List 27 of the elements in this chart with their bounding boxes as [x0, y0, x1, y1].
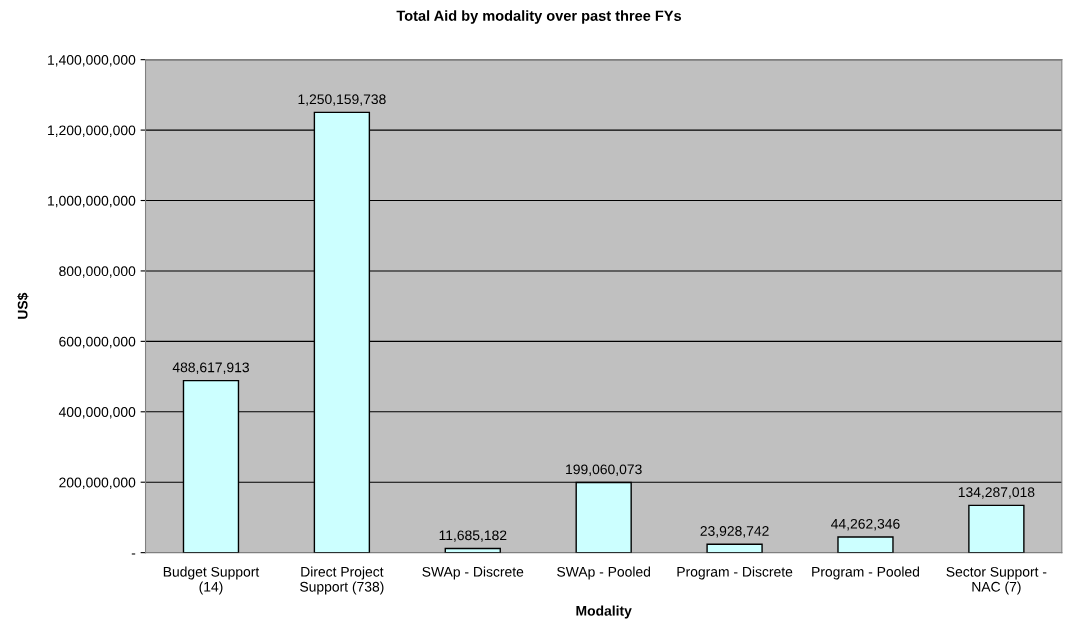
- data-label: 199,060,073: [566, 464, 642, 476]
- data-label: 23,928,742: [700, 526, 769, 538]
- data-label: 44,262,346: [831, 518, 900, 531]
- x-tick-label: Program - Discrete: [677, 566, 793, 580]
- x-axis-title: Modality: [576, 605, 632, 619]
- x-tick-label: Sector Support - NAC (7): [946, 566, 1047, 595]
- y-tick-label: 400,000,000: [58, 407, 136, 419]
- data-label: 1,250,159,738: [298, 94, 386, 106]
- x-tick-label: Budget Support (14): [163, 566, 260, 595]
- y-tick-label: 1,400,000,000: [48, 54, 136, 67]
- y-tick-label: 600,000,000: [59, 336, 136, 349]
- y-axis-title: US$: [17, 292, 29, 319]
- data-label: 11,685,182: [439, 530, 507, 542]
- x-tick-label: Program - Pooled: [812, 566, 920, 580]
- y-tick-label: 1,200,000,000: [48, 125, 136, 137]
- bar: [837, 536, 894, 553]
- data-label: 488,617,913: [172, 362, 249, 374]
- data-label: 134,287,018: [958, 487, 1035, 499]
- y-tick-label: 1,000,000,000: [48, 195, 136, 208]
- y-tick-label: 800,000,000: [59, 266, 136, 278]
- x-tick-label: SWAp - Pooled: [557, 566, 650, 580]
- x-tick-label: Direct Project Support (738): [300, 566, 384, 595]
- bar: [968, 504, 1025, 553]
- y-tick-label: -: [131, 553, 136, 555]
- chart-title: Total Aid by modality over past three FYs: [396, 10, 682, 24]
- x-tick-label: SWAp - Discrete: [422, 566, 524, 580]
- y-tick-label: 200,000,000: [59, 477, 136, 490]
